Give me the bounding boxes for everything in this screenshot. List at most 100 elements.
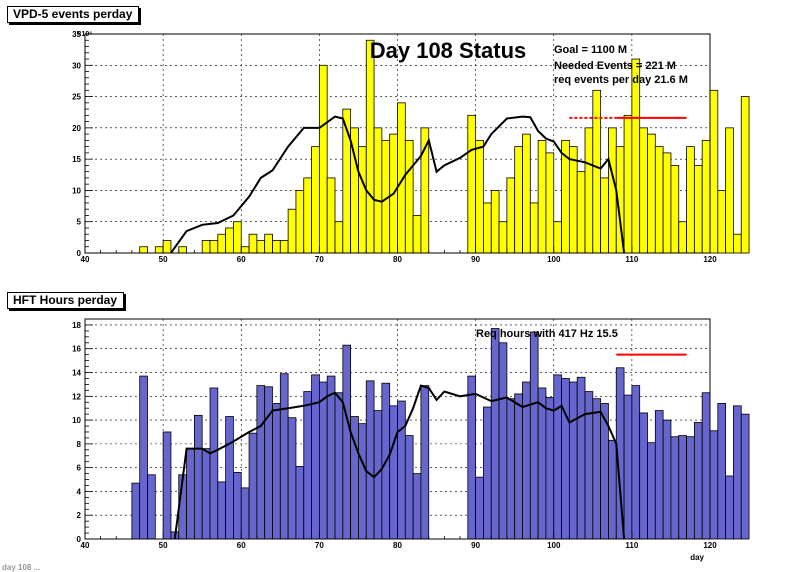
histogram-bar — [701, 139, 711, 254]
histogram-bar — [701, 392, 711, 540]
histogram-bar — [225, 416, 234, 540]
y-tick-label: 25 — [72, 93, 81, 102]
histogram-bar — [709, 430, 719, 540]
histogram-bar — [537, 139, 547, 254]
histogram-bar — [545, 397, 555, 540]
y-tick-label: 0 — [77, 535, 82, 544]
histogram-bar — [358, 423, 367, 540]
y-tick-label: 10 — [72, 186, 81, 195]
x-tick-label: 120 — [703, 255, 717, 264]
histogram-bar — [733, 405, 742, 540]
histogram-bar — [576, 171, 586, 254]
x-tick-label: 100 — [547, 541, 561, 550]
goal-annotation: Goal = 1100 M — [554, 44, 627, 56]
histogram-bar — [272, 403, 281, 540]
histogram-bar — [272, 240, 281, 254]
histogram-bar — [717, 403, 727, 540]
histogram-bar — [623, 394, 633, 540]
histogram-bar — [162, 431, 172, 540]
histogram-bar — [490, 328, 500, 540]
histogram-bar — [139, 375, 148, 540]
histogram-bar — [365, 39, 375, 254]
histogram-bar — [248, 233, 258, 254]
histogram-bar — [561, 378, 570, 540]
histogram-bar — [248, 432, 258, 540]
histogram-bar — [740, 413, 750, 540]
histogram-bar — [373, 127, 383, 254]
histogram-bar — [217, 233, 227, 254]
x-tick-label: 90 — [471, 255, 480, 264]
histogram-bar — [592, 398, 602, 540]
histogram-bar — [717, 190, 727, 254]
needed-events-annotation: Needed Events = 221 M — [554, 60, 676, 72]
histogram-bar — [608, 439, 617, 540]
bottom-chart-title: HFT Hours perday — [7, 292, 125, 309]
footer-text: day 108 ... — [2, 563, 40, 572]
histogram-bar — [311, 374, 320, 540]
histogram-bar — [303, 391, 312, 540]
histogram-bar — [279, 240, 289, 254]
histogram-bar — [225, 227, 234, 254]
histogram-bar — [693, 164, 703, 254]
y-tick-label: 6 — [77, 464, 82, 473]
histogram-bar — [295, 190, 305, 254]
histogram-bar — [670, 436, 680, 540]
x-tick-label: 110 — [625, 255, 638, 264]
histogram-bar — [670, 164, 680, 254]
histogram-bar — [217, 481, 227, 540]
histogram-bar — [514, 146, 523, 254]
y-tick-label: 4 — [77, 487, 82, 496]
histogram-bar — [483, 406, 492, 540]
y-tick-label: 15 — [72, 155, 81, 164]
histogram-bar — [639, 412, 648, 540]
histogram-bar — [662, 152, 672, 254]
histogram-bar — [647, 442, 656, 540]
x-tick-label: 100 — [547, 255, 561, 264]
histogram-bar — [397, 400, 406, 540]
histogram-bar — [233, 221, 242, 254]
histogram-bar — [303, 177, 312, 254]
y-tick-label: 20 — [72, 124, 81, 133]
histogram-bar — [725, 475, 734, 540]
histogram-bar — [686, 146, 695, 254]
histogram-bar — [311, 146, 320, 254]
histogram-bar — [209, 387, 219, 540]
histogram-bar — [279, 373, 289, 540]
histogram-bar — [404, 435, 414, 540]
histogram-bar — [553, 374, 562, 540]
histogram-bar — [201, 448, 211, 540]
histogram-bar — [576, 376, 586, 540]
y-tick-label: 35 — [72, 30, 81, 39]
histogram-bar — [522, 133, 531, 254]
histogram-bar — [545, 152, 555, 254]
histogram-bar — [365, 380, 375, 540]
histogram-bar — [233, 472, 242, 540]
histogram-bar — [264, 233, 273, 254]
histogram-bar — [740, 96, 750, 254]
histogram-bar — [537, 387, 547, 540]
histogram-bar — [568, 146, 578, 254]
histogram-bar — [209, 240, 219, 254]
y-tick-label: 30 — [72, 61, 81, 70]
histogram-bar — [412, 473, 422, 540]
histogram-bar — [420, 385, 430, 540]
histogram-bar — [334, 221, 344, 254]
x-tick-label: 50 — [159, 255, 168, 264]
top-chart-title: VPD-5 events perday — [7, 6, 140, 23]
histogram-bar — [193, 414, 203, 540]
histogram-bar — [686, 436, 695, 540]
x-tick-label: 50 — [159, 541, 168, 550]
histogram-bar — [506, 398, 516, 540]
running-average-line — [170, 115, 626, 254]
histogram-bar — [514, 393, 523, 540]
histogram-bar — [733, 233, 742, 254]
histogram-bar — [631, 58, 641, 254]
histogram-bar — [326, 375, 336, 540]
y-tick-label: 0 — [77, 249, 82, 258]
histogram-bar — [318, 64, 328, 254]
running-average-line — [173, 384, 626, 540]
histogram-bar — [483, 202, 492, 254]
histogram-bar — [490, 190, 500, 254]
histogram-bar — [654, 410, 664, 540]
